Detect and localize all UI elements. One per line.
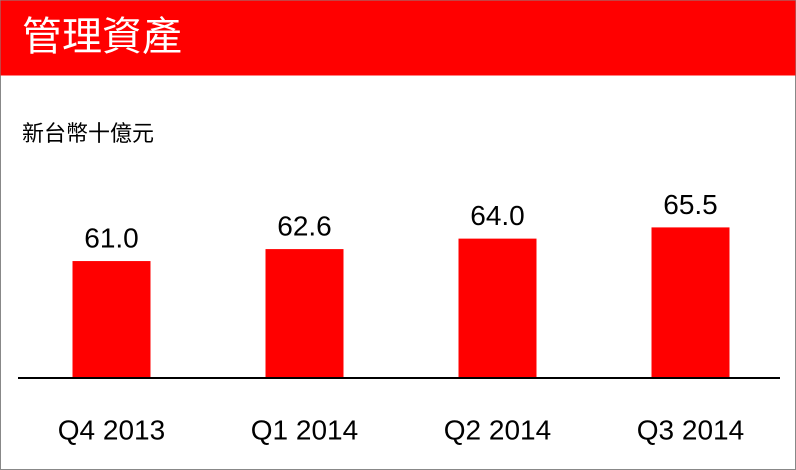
title-banner <box>0 0 796 76</box>
chart-title: 管理資產 <box>22 14 182 60</box>
value-label: 61.0 <box>84 222 139 253</box>
x-tick-label: Q3 2014 <box>637 414 744 445</box>
x-tick-label: Q1 2014 <box>251 414 358 445</box>
x-tick-label: Q2 2014 <box>444 414 551 445</box>
value-label: 65.5 <box>663 189 718 220</box>
bar <box>265 249 344 377</box>
bar <box>458 238 537 377</box>
bar <box>651 227 730 377</box>
chart-subtitle: 新台幣十億元 <box>22 122 154 147</box>
value-label: 64.0 <box>470 200 525 231</box>
bar <box>72 261 151 377</box>
x-tick-label: Q4 2013 <box>58 414 165 445</box>
value-label: 62.6 <box>277 210 332 241</box>
